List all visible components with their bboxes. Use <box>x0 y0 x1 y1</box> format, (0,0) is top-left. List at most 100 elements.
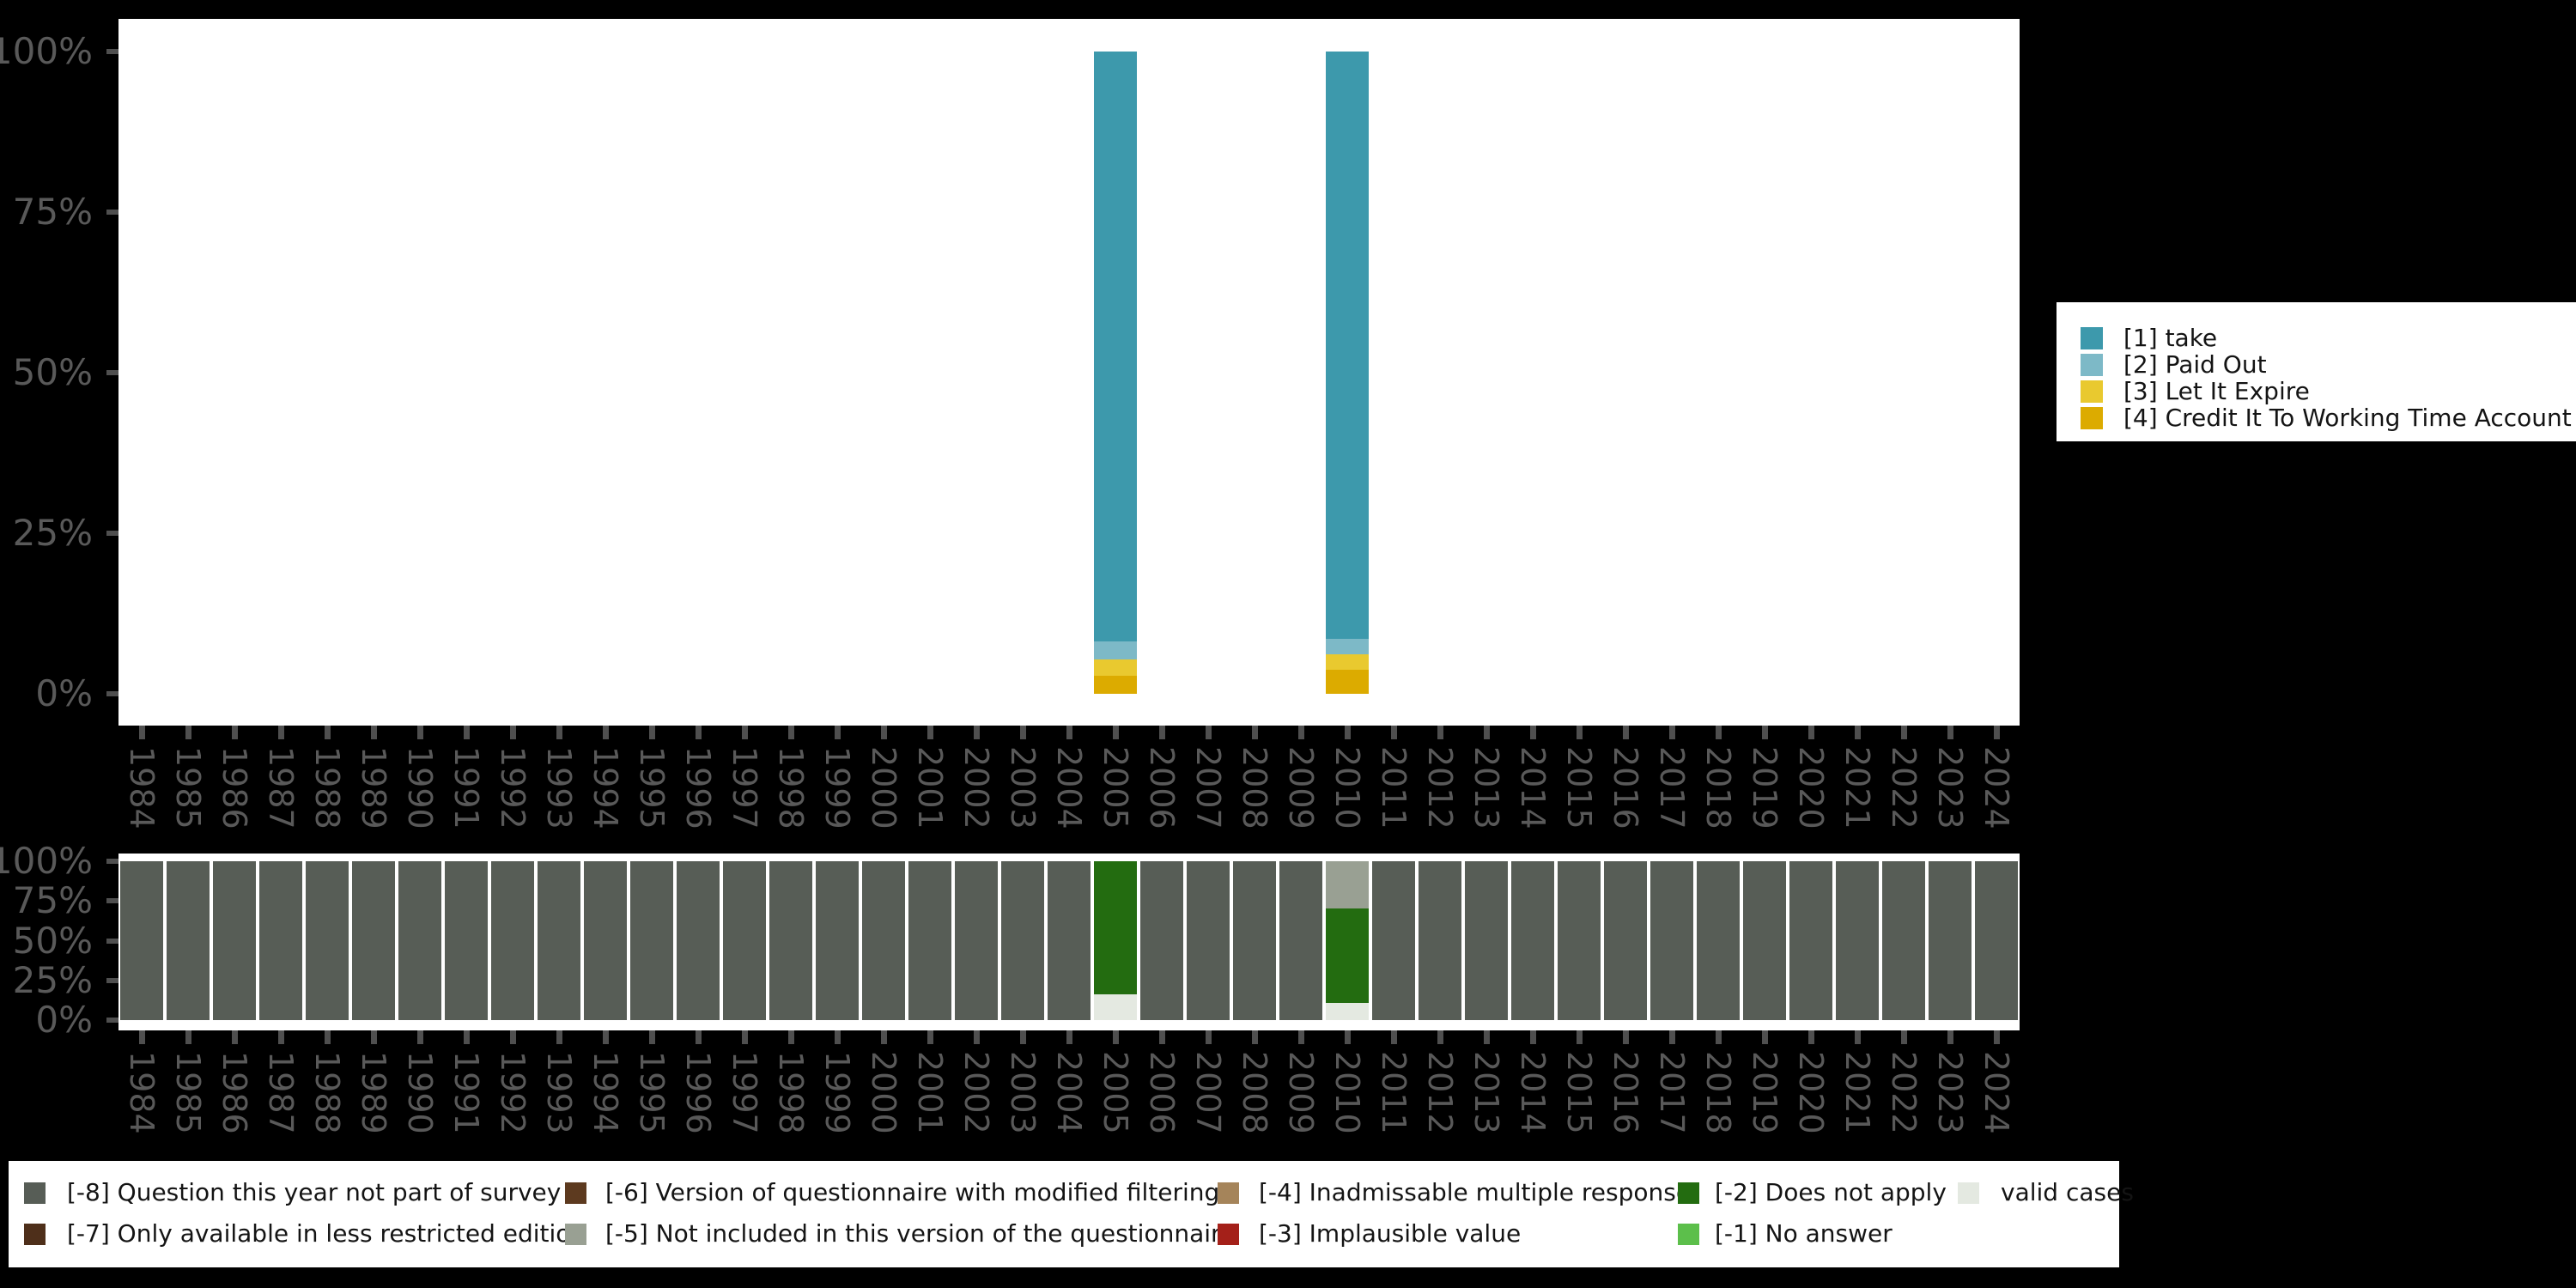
bar-segment <box>1094 861 1137 995</box>
x-tick-label-2016: 2016 <box>1607 1051 1644 1134</box>
x-slot: 1989 <box>350 1030 397 1142</box>
x-slot: 2013 <box>1463 726 1510 846</box>
bar-segment <box>259 861 302 1020</box>
bar-slot-2003 <box>999 52 1046 694</box>
legend-label: [-8] Question this year not part of surv… <box>67 1178 562 1206</box>
stacked-bar-2003 <box>1001 861 1044 1020</box>
x-tick-label-2000: 2000 <box>865 1051 902 1134</box>
y-tick-label: 100% <box>0 840 93 882</box>
bar-segment <box>1187 861 1230 1020</box>
x-tick <box>880 1030 887 1044</box>
x-slot: 2022 <box>1880 1030 1927 1142</box>
legend-label: valid cases <box>2001 1178 2134 1206</box>
bar-segment <box>1326 654 1369 671</box>
bar-slot-1990 <box>397 52 443 694</box>
bar-segment <box>1279 861 1322 1020</box>
bar-slot-2022 <box>1880 52 1927 694</box>
x-tick-label-1985: 1985 <box>169 1051 207 1134</box>
bar-segment <box>677 861 720 1020</box>
bar-segment <box>306 861 349 1020</box>
x-tick <box>1344 1030 1351 1044</box>
bar-slot-1996 <box>675 861 721 1020</box>
x-tick <box>1019 726 1026 739</box>
x-slot: 2009 <box>1278 1030 1324 1142</box>
stacked-bar-1991 <box>445 861 488 1020</box>
bar-segment <box>1001 861 1044 1020</box>
stacked-bar-1999 <box>816 861 859 1020</box>
x-tick <box>185 726 191 739</box>
x-tick-label-1995: 1995 <box>633 746 671 829</box>
stacked-bar-2022 <box>1882 861 1925 1020</box>
y-tick-label: 75% <box>12 191 93 233</box>
x-tick-label-2004: 2004 <box>1050 746 1088 829</box>
x-tick <box>648 726 655 739</box>
x-tick-label-2021: 2021 <box>1838 1051 1876 1134</box>
bar-segment <box>1372 861 1415 1020</box>
x-tick-label-1997: 1997 <box>726 746 763 829</box>
x-tick-label-2021: 2021 <box>1838 746 1876 829</box>
x-slot: 2015 <box>1556 1030 1602 1142</box>
x-tick-label-2004: 2004 <box>1050 1051 1088 1134</box>
bar-slot-1997 <box>721 52 768 694</box>
stacked-bar-1990 <box>398 861 441 1020</box>
x-tick-label-2017: 2017 <box>1653 746 1691 829</box>
plot-area <box>118 19 2020 726</box>
stacked-bar-1992 <box>491 861 534 1020</box>
legend-row: [3] Let It Expire <box>2081 377 2576 405</box>
x-slot: 1986 <box>211 1030 258 1142</box>
x-tick <box>973 726 980 739</box>
bar-slot-2016 <box>1602 861 1649 1020</box>
y-tick <box>106 898 118 904</box>
x-slot: 2024 <box>1973 1030 2020 1142</box>
x-slot: 1996 <box>675 1030 721 1142</box>
x-tick-label-1989: 1989 <box>355 746 392 829</box>
y-tick-label: 50% <box>12 919 93 962</box>
x-slot: 1989 <box>350 726 397 846</box>
x-tick <box>973 1030 980 1044</box>
x-tick-label-1985: 1985 <box>169 746 207 829</box>
x-axis: 1984 1985 1986 1987 1988 1989 1990 1991 1992 1993… <box>118 1030 2020 1142</box>
x-tick <box>231 1030 238 1044</box>
bar-slot-2010 <box>1324 861 1370 1020</box>
bar-segment <box>1094 52 1137 642</box>
x-tick <box>277 726 284 739</box>
x-slot: 1995 <box>629 1030 675 1142</box>
x-tick <box>927 726 933 739</box>
x-slot: 2002 <box>953 1030 999 1142</box>
bar-segment <box>1048 861 1091 1020</box>
bar-slot-2008 <box>1231 861 1278 1020</box>
x-tick-label-2005: 2005 <box>1097 746 1134 829</box>
bar-slot-2022 <box>1880 861 1927 1020</box>
stacked-bar-2013 <box>1465 861 1508 1020</box>
x-tick-label-2003: 2003 <box>1004 1051 1042 1134</box>
bar-segment <box>1511 861 1554 1020</box>
legend-label: [-5] Not included in this version of the… <box>605 1219 1236 1248</box>
x-slot: 2008 <box>1231 726 1278 846</box>
stacked-bar-1985 <box>167 861 210 1020</box>
x-tick <box>1947 726 1953 739</box>
bar-slot-2021 <box>1834 861 1880 1020</box>
x-tick-label-1995: 1995 <box>633 1051 671 1134</box>
x-tick-label-2017: 2017 <box>1653 1051 1691 1134</box>
bar-segment <box>167 861 210 1020</box>
x-tick-label-2007: 2007 <box>1189 746 1227 829</box>
bar-segment <box>584 861 627 1020</box>
x-tick-label-2006: 2006 <box>1143 1051 1181 1134</box>
bar-slot-1998 <box>768 861 814 1020</box>
y-tick <box>106 531 118 536</box>
x-tick <box>1761 726 1768 739</box>
values-legend: [1] take [2] Paid Out [3] Let It Expire … <box>2057 302 2576 441</box>
stacked-bar-1994 <box>584 861 627 1020</box>
bar-slot-2018 <box>1695 861 1741 1020</box>
bar-segment <box>1975 861 2018 1020</box>
x-slot: 1985 <box>165 726 211 846</box>
x-slot: 2012 <box>1417 1030 1463 1142</box>
bar-segment <box>1326 52 1369 639</box>
x-slot: 2023 <box>1927 726 1973 846</box>
bar-slot-2017 <box>1649 52 1695 694</box>
bar-segment <box>352 861 395 1020</box>
y-tick-label: 25% <box>12 512 93 554</box>
x-tick <box>1112 1030 1119 1044</box>
stacked-bar-2010 <box>1326 861 1369 1020</box>
x-tick <box>1529 726 1536 739</box>
